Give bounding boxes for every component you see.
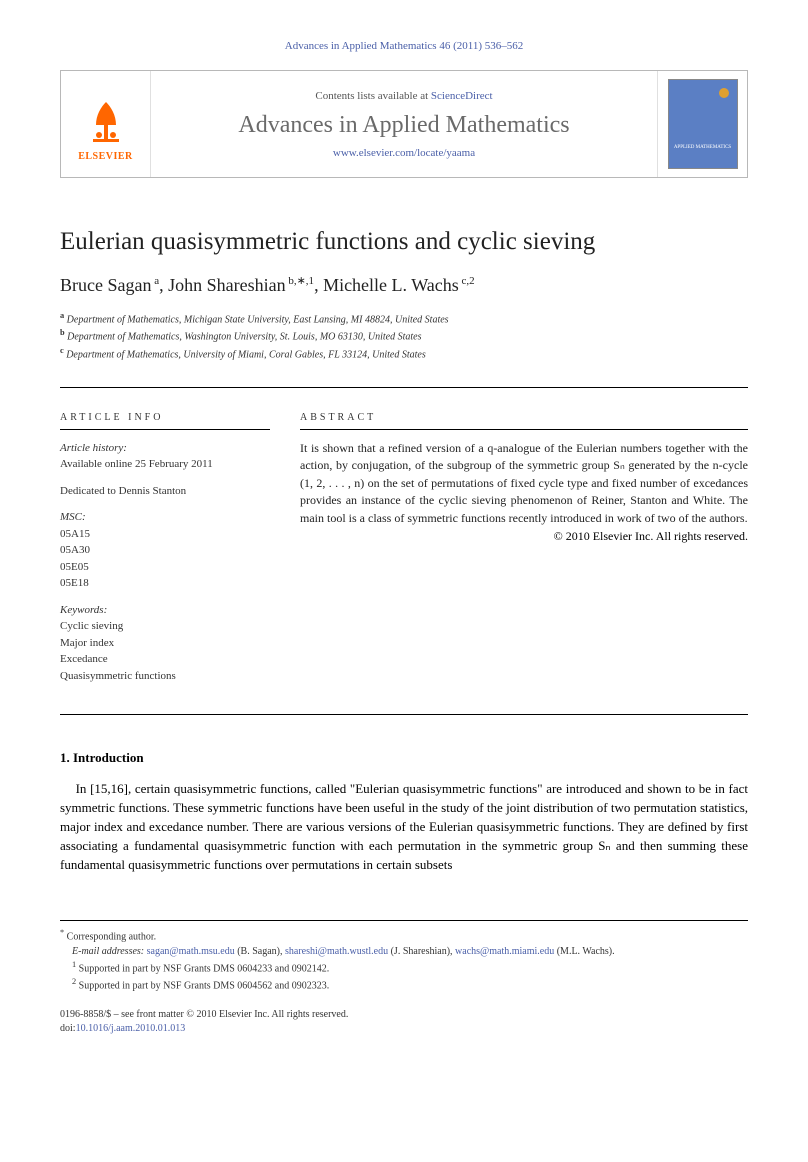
- doi-line: doi:10.1016/j.aam.2010.01.013: [60, 1022, 748, 1036]
- msc-block: MSC: 05A15 05A30 05E05 05E18: [60, 509, 270, 592]
- article-info-column: ARTICLE INFO Article history: Available …: [60, 404, 270, 695]
- doi-link[interactable]: 10.1016/j.aam.2010.01.013: [76, 1023, 186, 1034]
- publisher-logo-cell: ELSEVIER: [61, 71, 151, 177]
- journal-homepage-link[interactable]: www.elsevier.com/locate/yaama: [159, 147, 649, 159]
- section-number: 1.: [60, 750, 70, 765]
- divider: [60, 714, 748, 715]
- affiliation-c: c Department of Mathematics, University …: [60, 345, 748, 362]
- elsevier-tree-icon: [81, 97, 131, 147]
- abstract-copyright: © 2010 Elsevier Inc. All rights reserved…: [300, 529, 748, 544]
- author-3-sup: c,2: [459, 275, 475, 287]
- keyword: Excedance: [60, 653, 108, 665]
- article-info-label: ARTICLE INFO: [60, 404, 270, 430]
- affiliation-b: b Department of Mathematics, Washington …: [60, 327, 748, 344]
- body-section: 1. Introduction In [15,16], certain quas…: [60, 750, 748, 874]
- author-1-sup: a: [151, 275, 159, 287]
- elsevier-logo[interactable]: ELSEVIER: [71, 87, 141, 162]
- section-title: Introduction: [73, 750, 144, 765]
- msc-label: MSC:: [60, 511, 86, 523]
- msc-code: 05E05: [60, 561, 89, 573]
- elsevier-wordmark: ELSEVIER: [78, 151, 133, 162]
- issn-line: 0196-8858/$ – see front matter © 2010 El…: [60, 1008, 748, 1022]
- email-label: E-mail addresses:: [72, 946, 144, 957]
- sciencedirect-link[interactable]: ScienceDirect: [431, 90, 493, 102]
- abstract-text: It is shown that a refined version of a …: [300, 440, 748, 527]
- body-paragraph: In [15,16], certain quasisymmetric funct…: [60, 780, 748, 874]
- cover-accent-icon: [719, 88, 729, 98]
- doi-prefix: doi:: [60, 1023, 76, 1034]
- dedication: Dedicated to Dennis Stanton: [60, 483, 270, 500]
- info-abstract-row: ARTICLE INFO Article history: Available …: [60, 404, 748, 695]
- footnotes: * Corresponding author. E-mail addresses…: [60, 920, 748, 994]
- msc-code: 05A15: [60, 528, 90, 540]
- author-2: John Shareshian: [168, 275, 285, 295]
- history-line: Available online 25 February 2011: [60, 458, 213, 470]
- top-citation: Advances in Applied Mathematics 46 (2011…: [60, 40, 748, 52]
- keyword: Cyclic sieving: [60, 620, 123, 632]
- cover-label: APPLIED MATHEMATICS: [669, 145, 737, 151]
- abstract-column: ABSTRACT It is shown that a refined vers…: [300, 404, 748, 695]
- bottom-matter: 0196-8858/$ – see front matter © 2010 El…: [60, 1008, 748, 1036]
- email-who: (J. Shareshian): [391, 946, 450, 957]
- msc-code: 05A30: [60, 544, 90, 556]
- author-2-sup: b,∗,1: [286, 275, 314, 287]
- journal-name: Advances in Applied Mathematics: [159, 112, 649, 139]
- email-link[interactable]: shareshi@math.wustl.edu: [285, 946, 388, 957]
- keyword: Quasisymmetric functions: [60, 670, 176, 682]
- email-who: (M.L. Wachs): [557, 946, 612, 957]
- email-who: (B. Sagan): [237, 946, 280, 957]
- keywords-block: Keywords: Cyclic sieving Major index Exc…: [60, 602, 270, 685]
- article-title: Eulerian quasisymmetric functions and cy…: [60, 228, 748, 256]
- section-heading: 1. Introduction: [60, 750, 748, 766]
- email-link[interactable]: wachs@math.miami.edu: [455, 946, 554, 957]
- funding-note-2: 2 Supported in part by NSF Grants DMS 06…: [60, 976, 748, 993]
- author-1: Bruce Sagan: [60, 275, 151, 295]
- history-label: Article history:: [60, 442, 127, 454]
- header-center: Contents lists available at ScienceDirec…: [151, 71, 657, 177]
- page-container: Advances in Applied Mathematics 46 (2011…: [0, 0, 808, 1066]
- keyword: Major index: [60, 637, 114, 649]
- corresponding-author-note: * Corresponding author.: [60, 927, 748, 944]
- article-history: Article history: Available online 25 Feb…: [60, 440, 270, 473]
- msc-code: 05E18: [60, 577, 89, 589]
- affiliation-a: a Department of Mathematics, Michigan St…: [60, 310, 748, 327]
- journal-cover-thumbnail[interactable]: APPLIED MATHEMATICS: [668, 79, 738, 169]
- journal-header-box: ELSEVIER Contents lists available at Sci…: [60, 70, 748, 178]
- email-addresses: E-mail addresses: sagan@math.msu.edu (B.…: [60, 944, 748, 959]
- contents-lists-line: Contents lists available at ScienceDirec…: [159, 90, 649, 102]
- keywords-label: Keywords:: [60, 604, 107, 616]
- authors-line: Bruce Sagan a, John Shareshian b,∗,1, Mi…: [60, 274, 748, 296]
- contents-prefix: Contents lists available at: [315, 90, 430, 102]
- affiliations: a Department of Mathematics, Michigan St…: [60, 310, 748, 362]
- funding-note-1: 1 Supported in part by NSF Grants DMS 06…: [60, 959, 748, 976]
- cover-cell: APPLIED MATHEMATICS: [657, 71, 747, 177]
- email-link[interactable]: sagan@math.msu.edu: [147, 946, 235, 957]
- author-3: Michelle L. Wachs: [323, 275, 459, 295]
- abstract-label: ABSTRACT: [300, 404, 748, 430]
